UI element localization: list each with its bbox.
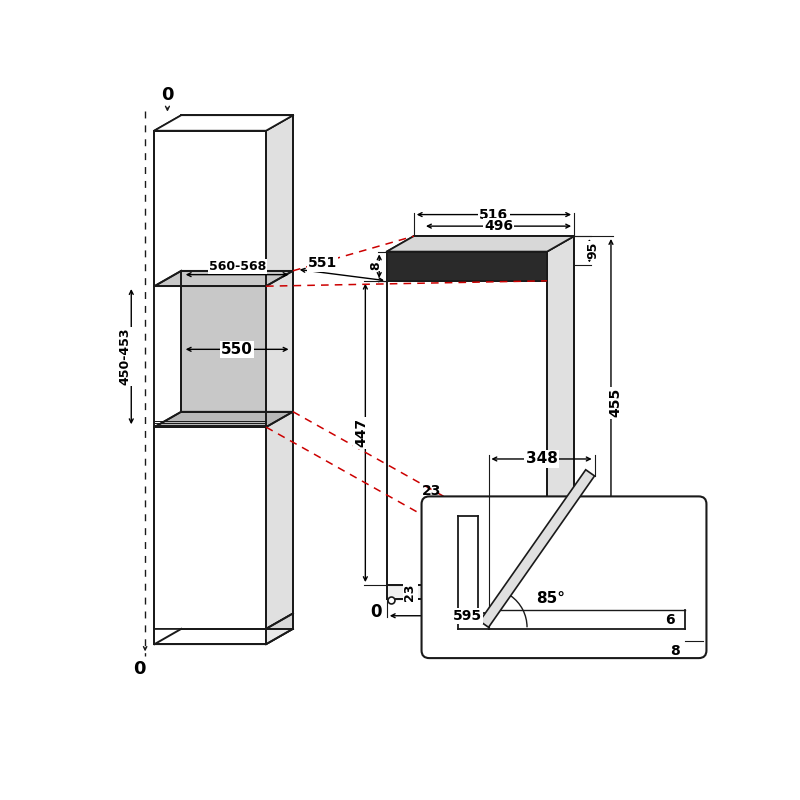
Polygon shape [547, 570, 574, 599]
Text: 95: 95 [586, 242, 600, 259]
Text: 455: 455 [609, 388, 622, 418]
Text: 0: 0 [133, 660, 146, 678]
Polygon shape [154, 629, 293, 644]
Polygon shape [154, 629, 266, 644]
Polygon shape [266, 614, 293, 644]
Polygon shape [182, 270, 293, 412]
Polygon shape [387, 281, 547, 585]
FancyBboxPatch shape [422, 496, 706, 658]
Text: 6: 6 [665, 613, 674, 626]
Polygon shape [387, 251, 547, 281]
Text: 23: 23 [422, 484, 441, 498]
Text: 0: 0 [161, 86, 174, 105]
Polygon shape [547, 236, 574, 585]
Text: 450-453: 450-453 [118, 328, 131, 386]
Text: 0: 0 [370, 602, 382, 621]
Polygon shape [387, 585, 547, 599]
Polygon shape [266, 115, 293, 629]
Text: 8: 8 [369, 262, 382, 270]
Polygon shape [154, 130, 266, 286]
Text: 560-568: 560-568 [209, 260, 266, 273]
Text: 496: 496 [484, 219, 513, 233]
Text: 8: 8 [670, 644, 680, 658]
Polygon shape [154, 115, 293, 130]
Polygon shape [154, 270, 293, 286]
Text: 551: 551 [308, 257, 338, 270]
Polygon shape [154, 427, 266, 629]
Text: 447: 447 [354, 418, 369, 447]
Text: 516: 516 [479, 207, 509, 222]
Polygon shape [480, 470, 594, 627]
Polygon shape [154, 412, 293, 427]
Text: 550: 550 [221, 342, 253, 357]
Polygon shape [387, 236, 574, 251]
Text: 595: 595 [453, 609, 482, 622]
Text: 85°: 85° [536, 590, 566, 606]
Text: 348: 348 [526, 451, 558, 466]
Text: 23: 23 [403, 583, 417, 601]
